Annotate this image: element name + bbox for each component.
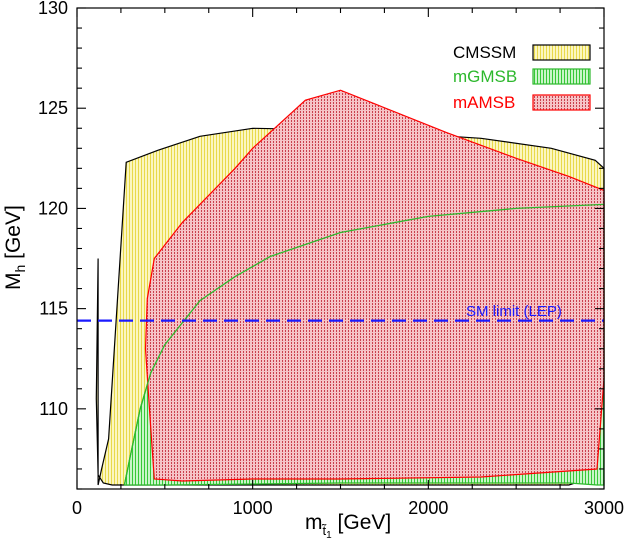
x-tick-label: 1000: [233, 498, 273, 518]
mgmsb-boundary-line: [123, 203, 605, 486]
x-tick-label: 3000: [584, 498, 624, 518]
legend-swatch-mamsb: [532, 94, 591, 111]
x-tick-label: 2000: [408, 498, 448, 518]
sm-limit-label: SM limit (LEP): [466, 303, 562, 320]
x-axis-label: mt̃1 [GeV]: [305, 511, 391, 541]
y-tick-label: 110: [39, 399, 68, 419]
legend-label-cmssm: CMSSM: [453, 43, 516, 62]
x-tick-label: 0: [72, 498, 82, 518]
legend-swatch-mgmsb: [532, 68, 591, 85]
legend-swatch-cmssm: [532, 44, 591, 61]
y-tick-label: 120: [38, 198, 68, 218]
y-tick-label: 130: [38, 0, 68, 18]
legend-label-mamsb: mAMSB: [453, 93, 515, 112]
ticks: 0 1000 2000 3000 110 115 120 125 130: [38, 0, 624, 518]
regions: [95, 89, 605, 486]
legend-label-mgmsb: mGMSB: [453, 67, 517, 86]
y-tick-label: 125: [38, 98, 68, 118]
y-tick-label: 115: [39, 299, 68, 319]
y-axis-label: Mh [GeV]: [2, 205, 28, 290]
mamsb-region: [144, 89, 605, 482]
legend: CMSSM mGMSB mAMSB: [453, 43, 591, 112]
